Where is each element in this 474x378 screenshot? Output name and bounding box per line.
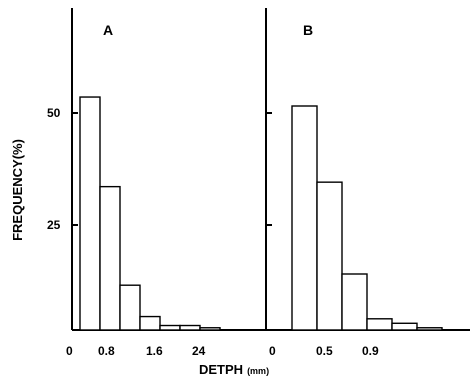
x-tick-label-0-9: 0.9	[362, 344, 379, 358]
x-tick-label-0-a: 0	[66, 344, 73, 358]
bar-panel-a-5	[159, 324, 181, 331]
x-tick-label-0-8: 0.8	[98, 344, 115, 358]
y-tick-label-25: 25	[47, 218, 61, 232]
bar-panel-a-6	[179, 324, 201, 331]
x-tick-label-0-b: 0	[269, 344, 276, 358]
bar-panel-a-7	[199, 327, 221, 331]
bar-panel-b-2	[316, 181, 343, 331]
bar-panel-a-4	[139, 315, 161, 331]
bar-panel-b-6	[416, 327, 443, 331]
bars-layer	[79, 96, 443, 331]
bar-panel-a-2	[99, 185, 121, 331]
bar-panel-b-5	[391, 322, 418, 331]
x-axis-title: DETPH (mm)	[199, 362, 269, 377]
x-axis-title-unit: (mm)	[247, 366, 269, 376]
bar-panel-b-4	[366, 318, 393, 331]
bar-panel-a-3	[119, 284, 141, 331]
bar-panel-a-1	[79, 96, 101, 331]
y-axis-title: FREQUENCY(%)	[10, 139, 25, 241]
panel-b-label: B	[303, 22, 313, 38]
x-tick-label-0-5: 0.5	[316, 344, 333, 358]
bar-panel-b-1	[291, 105, 318, 331]
panel-a-label: A	[103, 22, 113, 38]
bar-panel-b-3	[341, 273, 368, 331]
x-tick-label-1-6: 1.6	[146, 344, 163, 358]
y-tick-label-50: 50	[47, 106, 61, 120]
x-tick-label-24: 24	[192, 344, 206, 358]
x-axis-title-main: DETPH	[199, 362, 243, 377]
